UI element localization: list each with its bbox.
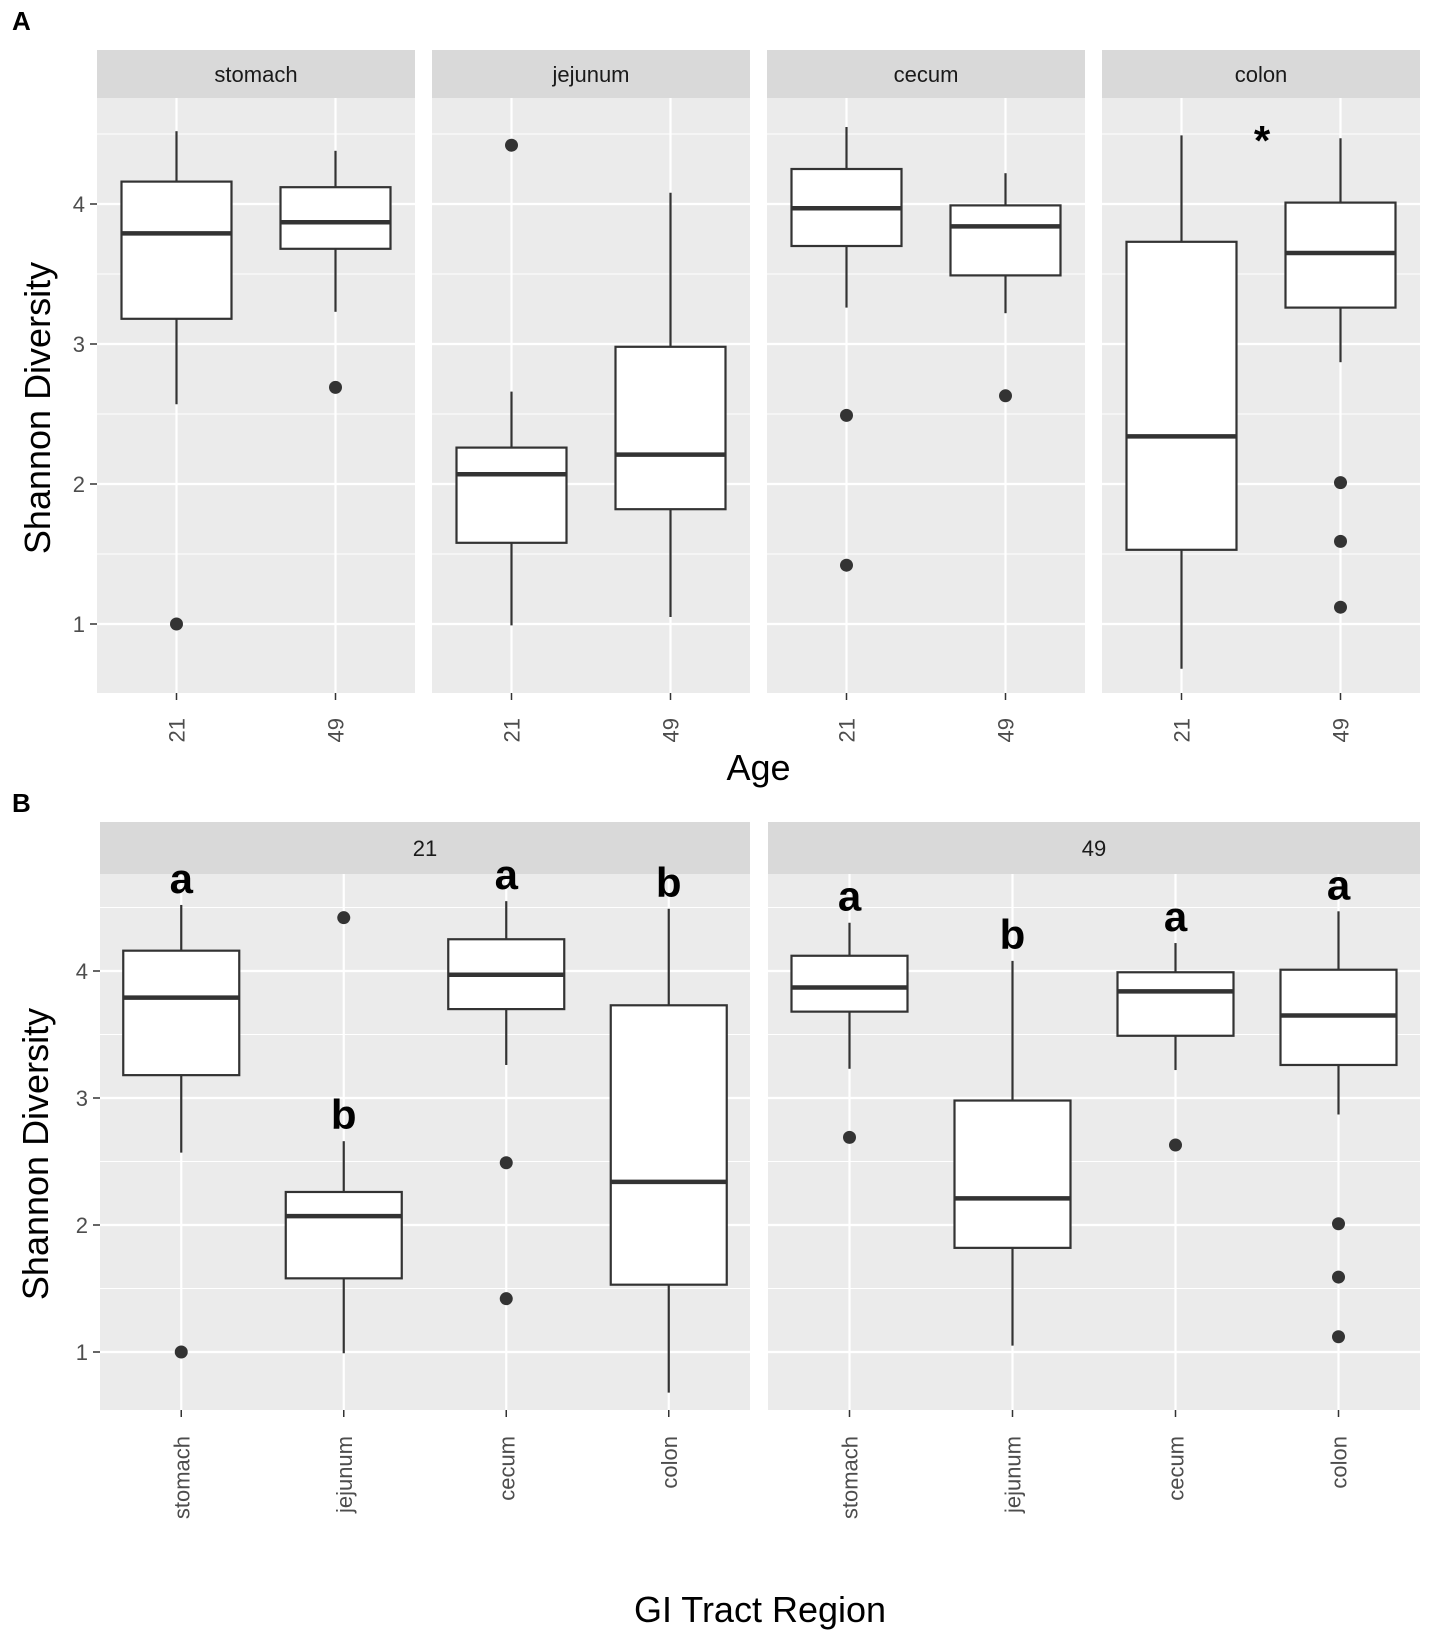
panel-b-tag: B [12, 788, 31, 818]
panel-b-y-axis-title: Shannon Diversity [15, 1008, 56, 1300]
panel-b-facet-1-box-jejunum-iqr-box [284, 1190, 403, 1280]
panel-a-facet-1-x-tick-label: 21 [165, 718, 190, 742]
panel-b-facet-1-box-stomach-iqr-box [122, 949, 241, 1077]
panel-b-facet-2-strip-label: 49 [1082, 836, 1106, 861]
panel-a-facet-1-box-21-iqr-box [120, 180, 233, 320]
panel-a-facet-2-box-21-outlier-point [505, 138, 518, 152]
panel-a-facet-4-box-49-outlier-point [1334, 476, 1347, 490]
panel-a-facet-3-box-49-iqr-box [949, 204, 1062, 277]
panel-b-y-tick-label: 3 [76, 1086, 88, 1111]
panel-b-facet-1-box-cecum-outlier-point [499, 1156, 513, 1170]
panel-b-facet-1-box-jejunum-outlier-point [337, 911, 351, 925]
panel-b-facet-1-box-jejunum-significance-letter: b [331, 1091, 357, 1138]
panel-a-facet-4-x-tick-label: 49 [1329, 718, 1354, 742]
panel-b-facet-1-x-tick-label: jejunum [332, 1436, 357, 1514]
panel-a-facet-3-strip [767, 50, 1085, 98]
panel-a-facet-2-x-tick-label: 21 [500, 718, 525, 742]
panel-a-facet-4-significance-marker: * [1254, 117, 1271, 164]
panel-b-facet-2-box-cecum-significance-letter: a [1164, 893, 1188, 940]
panel-b-facet-2-box-colon-significance-letter: a [1327, 861, 1351, 908]
panel-a-y-tick-label: 4 [73, 192, 85, 217]
panel-a-facet-3-strip-label: cecum [894, 62, 959, 87]
panel-b-facet-2-box-stomach-outlier-point [843, 1130, 856, 1144]
panel-b-facet-1-strip-label: 21 [413, 836, 437, 861]
panel-b-y-tick-label: 2 [76, 1213, 88, 1238]
panel-b-facet-2-box-cecum-iqr-box [1116, 971, 1235, 1037]
panel-a-facet-1-box-49-iqr-box [279, 186, 392, 250]
panel-a-facet-3-box-21-outlier-point [840, 558, 853, 572]
panel-b-facet-2-x-tick-label: colon [1327, 1436, 1352, 1489]
panel-a-facet-2-strip-label: jejunum [551, 62, 629, 87]
panel-b-facet-1-x-tick-label: cecum [494, 1436, 519, 1501]
panel-b-facet-2-x-tick-label: jejunum [1001, 1436, 1026, 1514]
panel-a-facet-1-box-21-outlier-point [170, 617, 183, 631]
panel-a-facet-2-x-tick-label: 49 [659, 718, 684, 742]
panel-b-facet-2-box-colon-outlier-point [1332, 1270, 1345, 1284]
panel-b-facet-1-box-stomach-significance-letter: a [170, 855, 194, 902]
panel-a-facet-1-x-tick-label: 49 [324, 718, 349, 742]
panel-a-y-tick-label: 2 [73, 472, 85, 497]
panel-b-facet-2-x-tick-label: stomach [838, 1436, 863, 1519]
panel-b-facet-1-box-cecum-outlier-point [499, 1292, 513, 1306]
panel-a-facet-4-x-tick-label: 21 [1170, 718, 1195, 742]
panel-a-facet-3-x-tick-label: 21 [835, 718, 860, 742]
panel-a-facet-3-box-49-outlier-point [999, 389, 1012, 403]
panel-a-facet-4-box-49-outlier-point [1334, 600, 1347, 614]
panel-b-facet-1-x-tick-label: colon [657, 1436, 682, 1489]
panel-b-facet-1-strip [100, 822, 750, 874]
panel-b-facet-2-box-stomach-significance-letter: a [838, 873, 862, 920]
panel-b-y-tick-label: 1 [76, 1340, 88, 1365]
panel-a-y-axis-title: Shannon Diversity [17, 262, 58, 554]
panel-b-facet-2-box-jejunum-significance-letter: b [1000, 911, 1026, 958]
panel-a-facet-3-x-tick-label: 49 [994, 718, 1019, 742]
panel-a-facet-3-box-21-outlier-point [840, 408, 853, 422]
panel-b-facet-2-strip [768, 822, 1420, 874]
panel-a-facet-1-box-49-outlier-point [329, 380, 342, 394]
panel-a-facet-1-strip-label: stomach [214, 62, 297, 87]
panel-a-facet-2-strip [432, 50, 750, 98]
panel-a-y-tick-label: 1 [73, 612, 85, 637]
panel-a-x-axis-title: Age [726, 747, 790, 788]
panel-b-facet-2-x-tick-label: cecum [1164, 1436, 1189, 1501]
panel-b-facet-1-box-colon-significance-letter: b [656, 859, 682, 906]
panel-a-facet-4-strip-label: colon [1235, 62, 1288, 87]
panel-a-y-tick-label: 3 [73, 332, 85, 357]
panel-b-facet-2-box-colon-outlier-point [1332, 1330, 1345, 1344]
panel-b-facet-2-box-jejunum-iqr-box [953, 1099, 1072, 1249]
panel-b-y-tick-label: 4 [76, 959, 88, 984]
panel-a-tag: A [12, 6, 31, 36]
panel-b-facet-1-box-stomach-outlier-point [174, 1345, 188, 1359]
panel-b-facet-2-box-cecum-outlier-point [1169, 1138, 1182, 1152]
panel-a-facet-2-box-49-iqr-box [614, 345, 727, 511]
panel-a-facet-4-box-49-outlier-point [1334, 534, 1347, 548]
panel-b-facet-2-background [768, 874, 1420, 1410]
panel-a-facet-2-box-21-iqr-box [455, 446, 568, 544]
panel-b-facet-1-box-colon-iqr-box [609, 1004, 728, 1286]
panel-b-x-axis-title: GI Tract Region [634, 1589, 886, 1630]
panel-a-facet-1-strip [97, 50, 415, 98]
panel-b-facet-2-box-stomach-iqr-box [790, 954, 909, 1013]
panel-b-facet-1-x-tick-label: stomach [169, 1436, 194, 1519]
panel-a-facet-4-box-21-iqr-box [1125, 240, 1238, 551]
panel-a-facet-4-strip [1102, 50, 1420, 98]
panel-b-facet-1-box-cecum-significance-letter: a [495, 851, 519, 898]
panel-b-facet-2-box-colon-outlier-point [1332, 1217, 1345, 1231]
